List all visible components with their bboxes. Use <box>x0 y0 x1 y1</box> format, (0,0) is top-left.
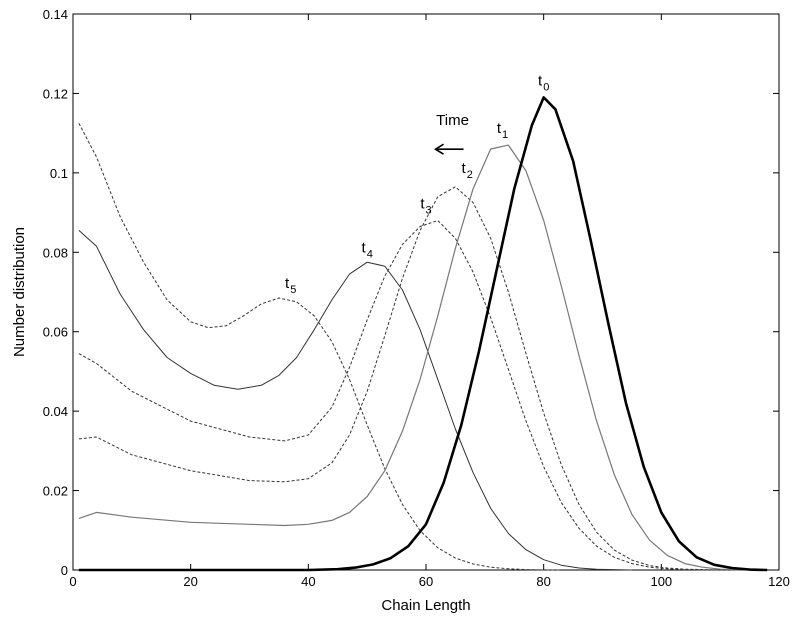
series-line-t1 <box>78 144 756 571</box>
plot-frame <box>72 13 780 571</box>
x-tick-label: 120 <box>768 574 790 589</box>
series-line-t0 <box>78 96 768 572</box>
y-tick-label: 0.04 <box>43 404 68 419</box>
y-tick-label: 0 <box>61 563 68 578</box>
x-tick-label: 80 <box>536 574 550 589</box>
y-tick-label: 0.08 <box>43 245 68 260</box>
series-label-t1: t1 <box>497 120 508 141</box>
series-line-t2 <box>78 186 738 571</box>
y-tick-label: 0.1 <box>50 166 68 181</box>
x-tick-label: 0 <box>69 574 76 589</box>
series-line-t5 <box>78 122 562 571</box>
y-axis: 0 0.02 0.04 0.06 0.08 0.1 0.12 0.14 <box>43 7 779 578</box>
series-labels: t0 t1 t2 t3 t4 t5 <box>285 72 549 296</box>
time-label: Time <box>436 112 469 129</box>
y-tick-label: 0.02 <box>43 484 68 499</box>
series-label-t5: t5 <box>285 275 296 296</box>
x-tick-label: 100 <box>650 574 672 589</box>
x-tick-label: 40 <box>301 574 315 589</box>
y-tick-label: 0.06 <box>43 325 68 340</box>
y-axis-label: Number distribution <box>11 227 28 357</box>
y-tick-label: 0.14 <box>43 7 68 22</box>
x-tick-label: 20 <box>183 574 197 589</box>
series-label-t0: t0 <box>538 72 549 93</box>
x-tick-label: 60 <box>419 574 433 589</box>
series-line-t3 <box>78 220 721 571</box>
x-axis: 0 20 40 60 80 100 120 <box>69 14 790 589</box>
series-label-t3: t3 <box>420 196 431 217</box>
series-line-t4 <box>78 230 632 571</box>
time-arrow-icon <box>434 143 464 155</box>
time-annotation: Time <box>434 112 469 155</box>
x-axis-label: Chain Length <box>381 597 470 614</box>
y-tick-label: 0.12 <box>43 86 68 101</box>
series-lines <box>78 96 768 572</box>
series-label-t4: t4 <box>362 239 373 260</box>
series-label-t2: t2 <box>462 160 473 181</box>
